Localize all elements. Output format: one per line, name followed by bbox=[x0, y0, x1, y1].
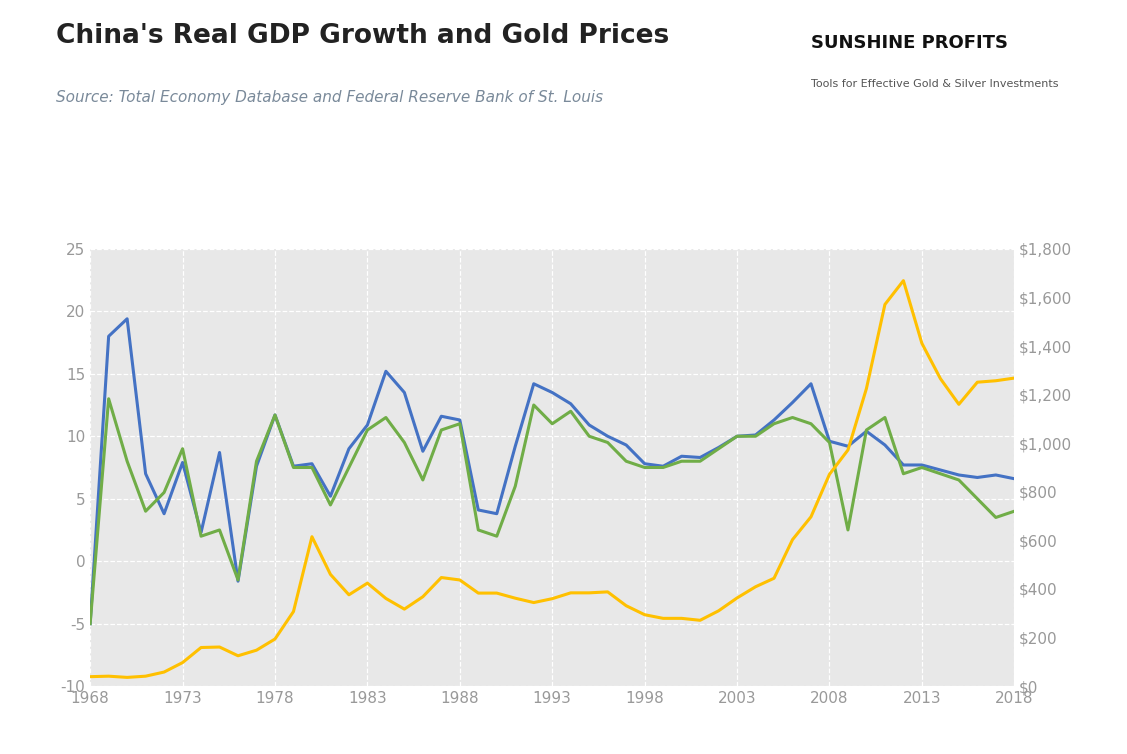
Text: SUNSHINE PROFITS: SUNSHINE PROFITS bbox=[811, 34, 1009, 52]
Text: China's Real GDP Growth and Gold Prices: China's Real GDP Growth and Gold Prices bbox=[56, 23, 669, 48]
Text: Source: Total Economy Database and Federal Reserve Bank of St. Louis: Source: Total Economy Database and Feder… bbox=[56, 90, 603, 106]
Text: Tools for Effective Gold & Silver Investments: Tools for Effective Gold & Silver Invest… bbox=[811, 79, 1059, 89]
